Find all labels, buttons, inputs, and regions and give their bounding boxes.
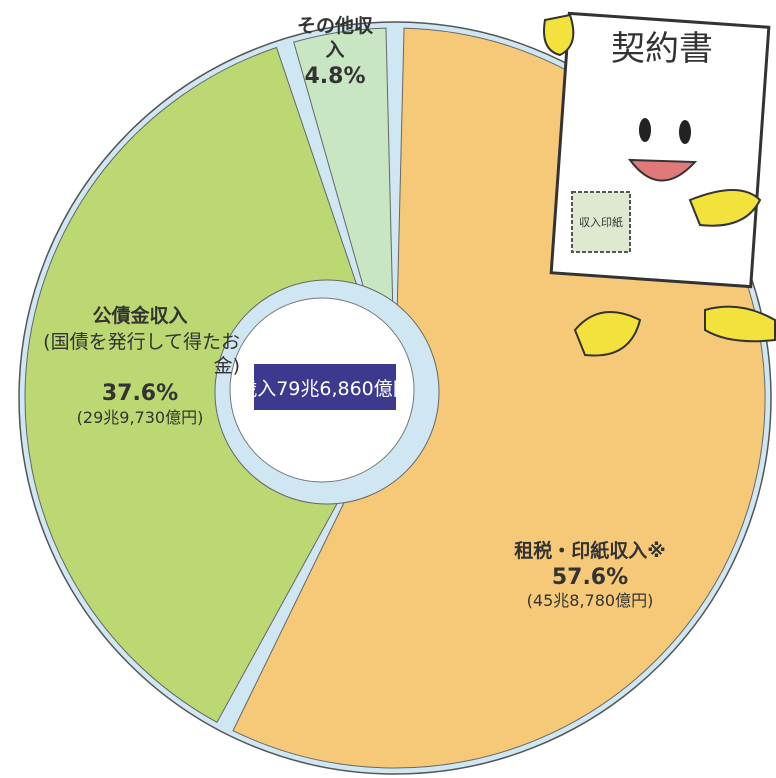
hand	[543, 13, 575, 57]
center-label: 歳入79兆6,860億円	[238, 378, 412, 400]
hand	[688, 189, 762, 227]
foot	[704, 305, 776, 343]
slice-name: 公債金収入	[92, 305, 188, 327]
stamp	[571, 191, 631, 253]
mouth	[627, 158, 698, 182]
slice-value-label: 57.6%	[551, 564, 629, 590]
slice-name: その他収入	[296, 15, 373, 61]
slice-amount: (45兆8,780億円)	[526, 591, 654, 611]
stamp-label: 収入印紙	[579, 215, 623, 229]
slice-note: (国債を発行して得たお金)	[43, 330, 240, 377]
slice-label: 租税・印紙収入※ 57.6% (45兆8,780億円)	[470, 540, 710, 611]
foot	[573, 311, 642, 357]
eye	[639, 118, 651, 142]
document-title: 契約書	[611, 29, 713, 69]
slice-label: 公債金収入 (国債を発行して得たお金) 37.6% (29兆9,730億円)	[20, 305, 260, 428]
slice-label: その他収入 4.8%	[295, 15, 375, 90]
slice-value-label: 4.8%	[304, 63, 366, 89]
center-label-box	[254, 364, 396, 410]
slice-name: 租税・印紙収入※	[514, 540, 666, 562]
pie-slice	[24, 46, 396, 724]
slice-amount: (29兆9,730億円)	[76, 407, 204, 427]
slice-value-label: 37.6%	[101, 381, 179, 407]
eye	[679, 120, 691, 144]
